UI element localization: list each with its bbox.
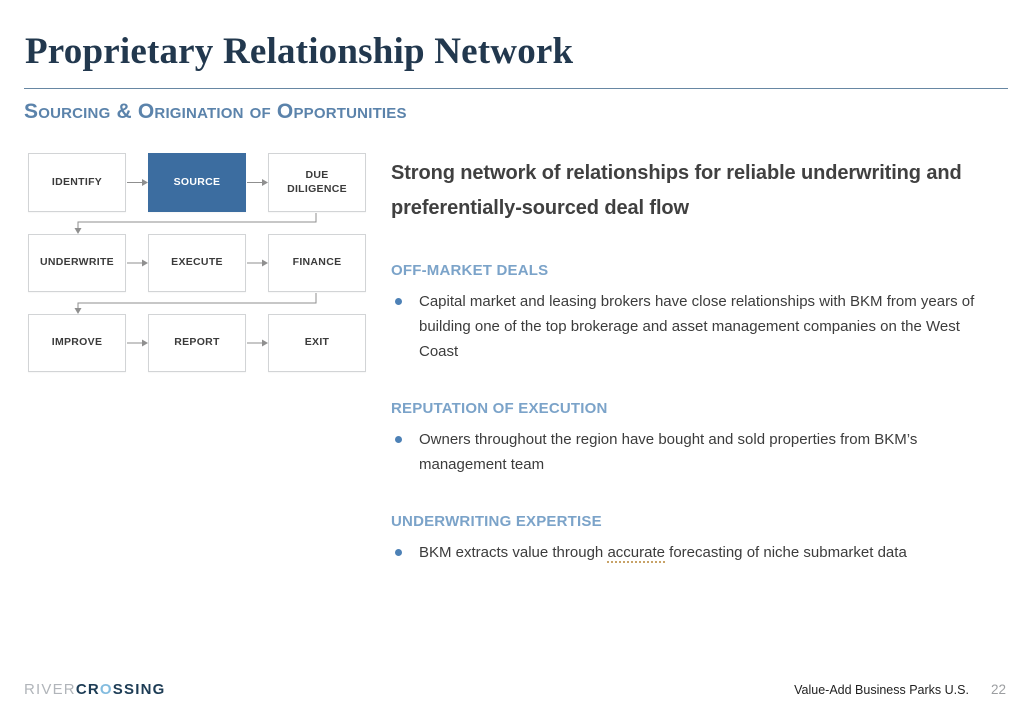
bullet-text: BKM extracts value through accurate fore…	[419, 544, 907, 563]
bullet-text: Owners throughout the region have bought…	[419, 431, 918, 473]
flow-connector-arrows	[74, 179, 317, 347]
flow-box-improve: IMPROVE	[28, 314, 126, 372]
section-off-market-deals: OFF-MARKET DEALS Capital market and leas…	[391, 262, 1013, 364]
footer-caption: Value-Add Business Parks U.S.	[794, 683, 969, 697]
logo-text-ssing: SSING	[112, 681, 166, 698]
logo-text-river: RIVER	[24, 681, 76, 698]
bullet-dot-icon	[395, 549, 402, 556]
section-title: UNDERWRITING EXPERTISE	[391, 513, 602, 530]
title-divider	[24, 88, 1008, 89]
page-number: 22	[990, 682, 1006, 697]
section-title: REPUTATION OF EXECUTION	[391, 400, 608, 417]
flow-box-exit: EXIT	[268, 314, 366, 372]
bullet-text: Capital market and leasing brokers have …	[419, 293, 975, 360]
list-item: Owners throughout the region have bought…	[391, 427, 991, 477]
list-item: BKM extracts value through accurate fore…	[391, 540, 991, 565]
section-underwriting-expertise: UNDERWRITING EXPERTISE BKM extracts valu…	[391, 513, 1013, 565]
section-reputation-of-execution: REPUTATION OF EXECUTION Owners throughou…	[391, 400, 1013, 477]
flow-box-due-diligence: DUE DILIGENCE	[268, 153, 366, 212]
slide-subtitle: Sourcing & Origination of Opportunities	[24, 100, 407, 123]
flow-box-underwrite: UNDERWRITE	[28, 234, 126, 292]
flow-box-identify: IDENTIFY	[28, 153, 126, 212]
logo-text-cr: CR	[75, 681, 100, 698]
list-item: Capital market and leasing brokers have …	[391, 289, 991, 364]
logo-accent-o: O	[99, 681, 113, 698]
section-title: OFF-MARKET DEALS	[391, 262, 549, 279]
flow-box-source: SOURCE	[148, 153, 246, 212]
footer-right: Value-Add Business Parks U.S. 22	[794, 682, 1006, 697]
process-flowchart: IDENTIFY SOURCE DUE DILIGENCE UNDERWRITE…	[28, 153, 366, 372]
rivercrossing-logo: RIVERCROSSING	[24, 681, 165, 698]
page-title: Proprietary Relationship Network	[25, 31, 574, 72]
bullet-dot-icon	[395, 298, 402, 305]
flow-box-finance: FINANCE	[268, 234, 366, 292]
flow-box-execute: EXECUTE	[148, 234, 246, 292]
bullet-dot-icon	[395, 436, 402, 443]
content-column: Strong network of relationships for reli…	[391, 156, 1013, 565]
slide-footer: RIVERCROSSING Value-Add Business Parks U…	[0, 675, 1032, 703]
content-heading: Strong network of relationships for reli…	[391, 162, 962, 219]
flow-box-report: REPORT	[148, 314, 246, 372]
